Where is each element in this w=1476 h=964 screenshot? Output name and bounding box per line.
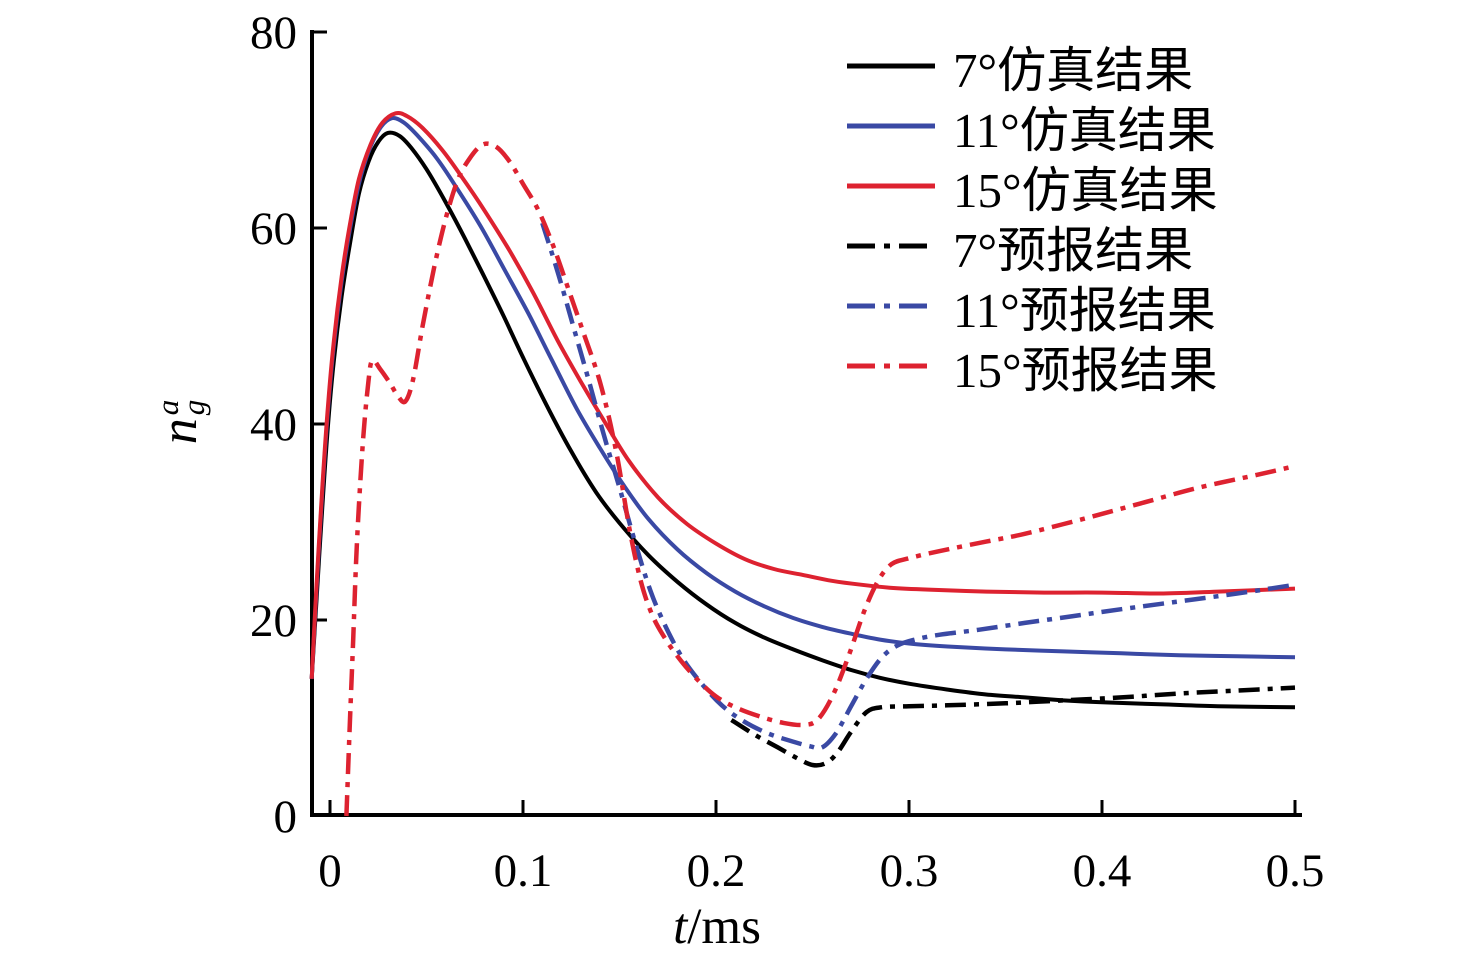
legend-line-sample-pred-11 bbox=[847, 303, 935, 309]
curve-pred-11 bbox=[540, 222, 1296, 751]
y-axis-label-scripts: a g bbox=[150, 399, 211, 416]
legend: 7°仿真结果 11°仿真结果 15°仿真结果 7°预报结果 11°预报结果 15… bbox=[845, 36, 1218, 398]
legend-label-pred-15: 15°预报结果 bbox=[953, 342, 1218, 398]
legend-item-pred-11: 11°预报结果 bbox=[845, 276, 1218, 338]
legend-label-sim-11: 11°仿真结果 bbox=[953, 102, 1216, 158]
x-axis: 0 0.1 0.2 0.3 0.4 0.5 bbox=[318, 800, 1324, 897]
y-axis-label-sub: g bbox=[176, 399, 211, 416]
curve-sim-7 bbox=[309, 130, 1296, 710]
x-tick-label: 0.2 bbox=[687, 845, 746, 897]
legend-label-sim-15: 15°仿真结果 bbox=[953, 162, 1218, 218]
y-tick-label: 80 bbox=[250, 7, 297, 59]
x-tick-label: 0.1 bbox=[494, 845, 553, 897]
x-axis-label-unit: /ms bbox=[687, 899, 761, 955]
curve-pred-7 bbox=[730, 685, 1296, 768]
y-tick-label: 40 bbox=[250, 399, 297, 451]
curve-sim-15 bbox=[309, 110, 1296, 679]
legend-label-pred-7: 7°预报结果 bbox=[953, 222, 1194, 278]
legend-line-sample-pred-15 bbox=[847, 363, 935, 369]
y-tick-label: 0 bbox=[274, 791, 298, 843]
legend-line-sample-sim-15 bbox=[847, 183, 935, 189]
legend-label-sim-7: 7°仿真结果 bbox=[953, 42, 1194, 98]
legend-item-sim-11: 11°仿真结果 bbox=[845, 96, 1218, 158]
legend-line-sample-sim-11 bbox=[847, 123, 935, 129]
x-axis-label-symbol: t bbox=[673, 899, 688, 955]
legend-item-sim-15: 15°仿真结果 bbox=[845, 156, 1218, 218]
legend-line-sample-sim-7 bbox=[847, 63, 935, 69]
y-tick-label: 20 bbox=[250, 595, 297, 647]
y-axis: 0 20 40 60 80 bbox=[250, 7, 327, 843]
y-axis-label: n a g bbox=[135, 347, 223, 497]
x-tick-label: 0.4 bbox=[1073, 845, 1132, 897]
x-axis-label: t/ms bbox=[617, 898, 817, 956]
legend-line-sample-pred-7 bbox=[847, 243, 935, 249]
curve-pred-15 bbox=[344, 141, 1296, 817]
axis-lines bbox=[310, 30, 1302, 817]
y-axis-label-base: n bbox=[150, 418, 208, 445]
legend-item-sim-7: 7°仿真结果 bbox=[845, 36, 1218, 98]
legend-item-pred-15: 15°预报结果 bbox=[845, 336, 1218, 398]
x-tick-label: 0.5 bbox=[1266, 845, 1325, 897]
x-tick-label: 0 bbox=[318, 845, 342, 897]
legend-label-pred-11: 11°预报结果 bbox=[953, 282, 1216, 338]
legend-item-pred-7: 7°预报结果 bbox=[845, 216, 1218, 278]
x-tick-label: 0.3 bbox=[880, 845, 939, 897]
y-tick-label: 60 bbox=[250, 203, 297, 255]
